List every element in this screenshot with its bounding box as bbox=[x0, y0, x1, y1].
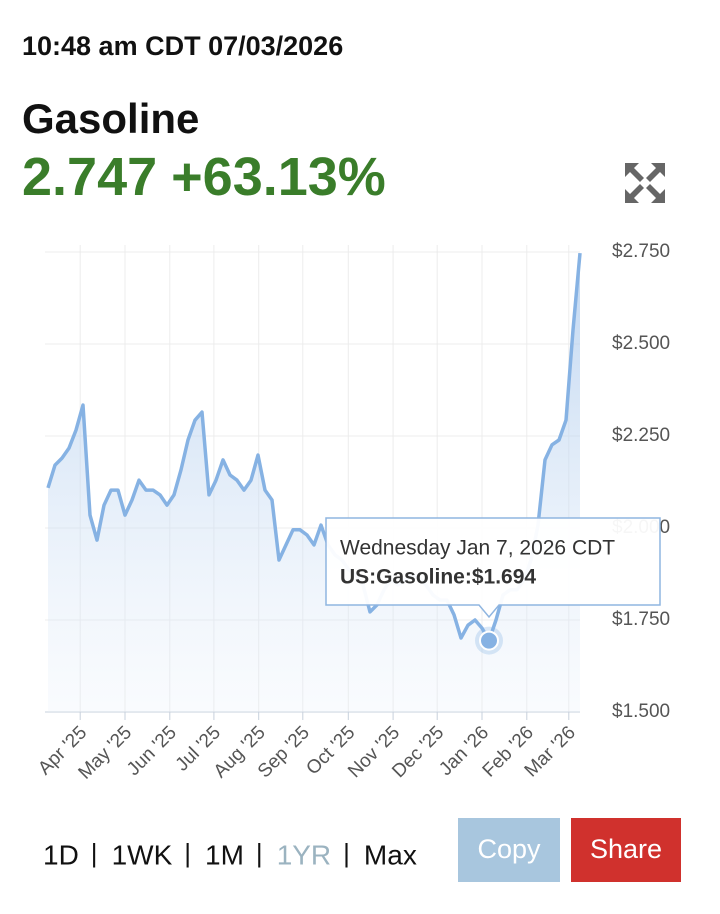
range-button[interactable]: 1D bbox=[43, 839, 79, 870]
button-label[interactable]: Copy bbox=[477, 834, 541, 864]
y-tick-label: $1.750 bbox=[612, 609, 670, 630]
controls: 1D | 1WK | 1M | 1YR | Max Copy Share bbox=[43, 818, 681, 882]
title: Gasoline bbox=[22, 95, 199, 142]
change: +63.13% bbox=[171, 147, 386, 207]
y-tick-label: $2.250 bbox=[612, 425, 670, 446]
range-button[interactable]: 1M bbox=[205, 839, 244, 870]
price: 2.747 bbox=[22, 147, 157, 207]
range-separator: | bbox=[343, 838, 350, 868]
range-button[interactable]: Max bbox=[364, 839, 417, 870]
y-tick-label: $2.750 bbox=[612, 241, 670, 262]
range-separator: | bbox=[184, 838, 191, 868]
action-button[interactable]: Share bbox=[571, 818, 681, 882]
button-bg bbox=[458, 818, 560, 882]
range-button[interactable]: 1WK bbox=[112, 839, 173, 870]
tooltip: Wednesday Jan 7, 2026 CDT US:Gasoline:$1.… bbox=[325, 517, 661, 619]
range-button[interactable]: 1YR bbox=[277, 839, 331, 870]
x-tick-label: Jun '25 bbox=[123, 722, 181, 780]
tooltip-title: Wednesday Jan 7, 2026 CDT bbox=[340, 537, 615, 560]
action-button[interactable]: Copy bbox=[458, 818, 560, 882]
timestamp: 10:48 am CDT 07/03/2026 bbox=[22, 31, 343, 61]
button-label[interactable]: Share bbox=[590, 834, 662, 864]
tooltip-box bbox=[325, 517, 661, 619]
range-separator: | bbox=[91, 838, 98, 868]
range-separator: | bbox=[256, 838, 263, 868]
y-tick-label: $2.500 bbox=[612, 333, 670, 354]
hover-point bbox=[479, 630, 499, 651]
y-tick-label: $1.500 bbox=[612, 701, 670, 722]
expand-icon[interactable] bbox=[625, 163, 665, 203]
tooltip-value: US:Gasoline:$1.694 bbox=[340, 566, 536, 589]
area bbox=[48, 253, 580, 712]
button-bg bbox=[571, 818, 681, 882]
chart: $1.500$1.750$2.000$2.250$2.500$2.750Apr … bbox=[34, 241, 670, 784]
quote: 2.747 +63.13% bbox=[22, 147, 386, 207]
